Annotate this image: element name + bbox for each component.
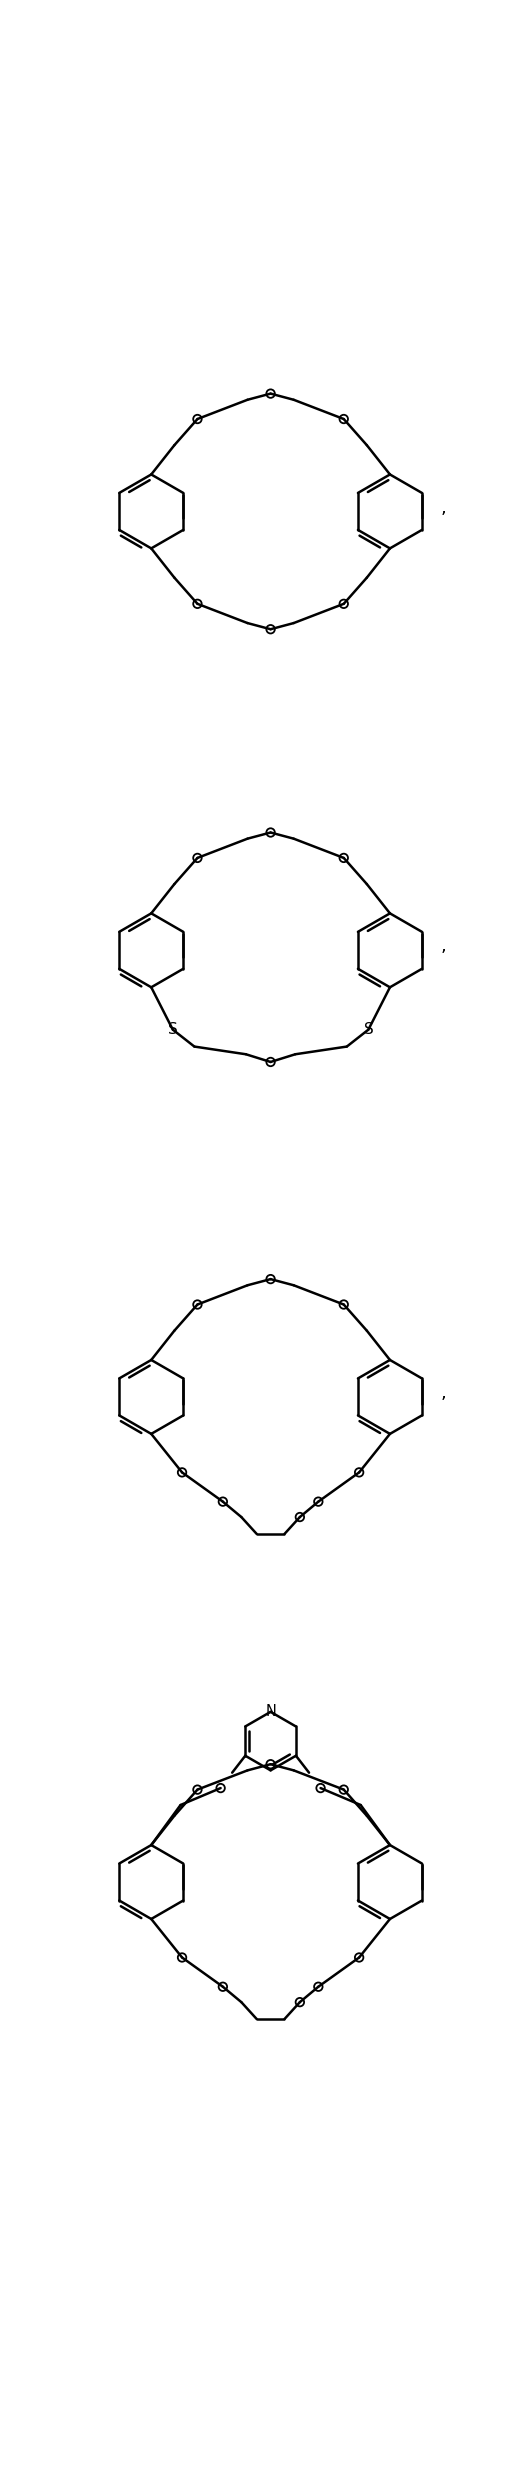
Text: S: S: [168, 1021, 178, 1038]
Text: S: S: [363, 1021, 373, 1038]
Text: ,: ,: [441, 1385, 447, 1403]
Text: ,: ,: [441, 498, 447, 515]
Text: N: N: [265, 1705, 276, 1720]
Text: ,: ,: [441, 937, 447, 957]
